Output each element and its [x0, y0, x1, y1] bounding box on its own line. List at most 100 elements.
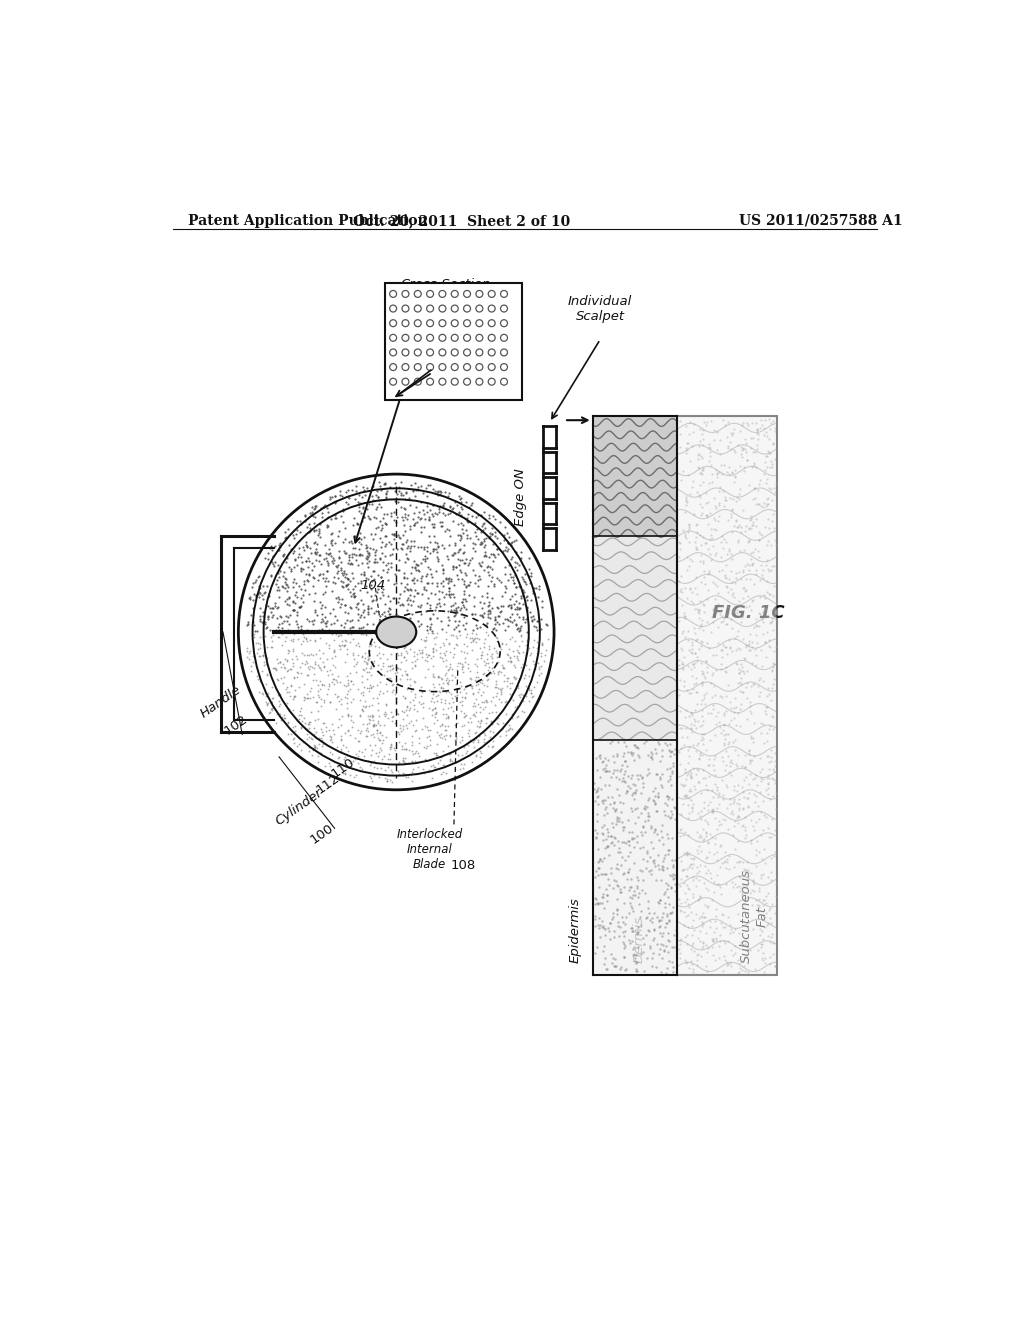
Point: [309, 541, 326, 562]
Point: [758, 599, 774, 620]
Point: [765, 718, 781, 739]
Point: [286, 528, 302, 549]
Point: [391, 583, 408, 605]
Point: [476, 632, 493, 653]
Point: [406, 623, 422, 644]
Point: [245, 611, 261, 632]
Point: [716, 496, 732, 517]
Point: [745, 871, 762, 892]
Point: [419, 573, 435, 594]
Point: [765, 619, 781, 640]
Point: [494, 661, 510, 682]
Point: [679, 491, 695, 512]
Point: [376, 704, 392, 725]
Point: [322, 488, 338, 510]
Point: [632, 859, 648, 880]
Point: [408, 479, 424, 500]
Point: [278, 708, 294, 729]
Point: [690, 771, 707, 792]
Point: [454, 676, 470, 697]
Point: [306, 630, 323, 651]
Point: [364, 477, 380, 498]
Point: [496, 595, 512, 616]
Point: [685, 593, 701, 614]
Point: [402, 515, 419, 536]
Point: [484, 660, 501, 681]
Point: [425, 516, 441, 537]
Point: [760, 494, 776, 515]
Point: [734, 562, 751, 583]
Point: [509, 619, 525, 640]
Point: [393, 644, 410, 665]
Point: [728, 599, 744, 620]
Point: [684, 643, 700, 664]
Point: [259, 606, 275, 627]
Point: [449, 628, 465, 649]
Point: [263, 606, 280, 627]
Point: [610, 876, 627, 898]
Point: [397, 738, 414, 759]
Point: [319, 660, 336, 681]
Point: [635, 772, 651, 793]
Point: [312, 647, 329, 668]
Point: [349, 644, 366, 665]
Point: [506, 645, 522, 667]
Point: [333, 689, 349, 710]
Point: [675, 825, 691, 846]
Point: [742, 702, 759, 723]
Point: [311, 678, 328, 700]
Point: [442, 586, 459, 607]
Point: [446, 535, 463, 556]
Point: [330, 568, 346, 589]
Point: [764, 490, 780, 511]
Point: [539, 614, 555, 635]
Point: [414, 614, 430, 635]
Point: [404, 734, 421, 755]
Point: [640, 758, 656, 779]
Point: [481, 504, 498, 525]
Point: [540, 628, 556, 649]
Point: [313, 620, 330, 642]
Point: [718, 723, 734, 744]
Point: [281, 682, 297, 704]
Point: [352, 545, 369, 566]
Point: [302, 517, 318, 539]
Point: [383, 669, 399, 690]
Point: [595, 887, 611, 908]
Point: [723, 956, 739, 977]
Point: [434, 558, 451, 579]
Point: [473, 521, 489, 543]
Point: [433, 516, 450, 537]
Point: [389, 606, 406, 627]
Point: [441, 578, 458, 599]
Point: [680, 763, 696, 784]
Point: [451, 620, 467, 642]
Point: [370, 601, 386, 622]
Point: [483, 517, 500, 539]
Point: [756, 417, 772, 438]
Point: [495, 540, 511, 561]
Point: [355, 507, 372, 528]
Point: [523, 610, 540, 631]
Point: [587, 867, 603, 888]
Point: [758, 554, 774, 576]
Point: [474, 585, 490, 606]
Point: [629, 764, 645, 785]
Point: [323, 508, 339, 529]
Point: [312, 544, 329, 565]
Point: [458, 491, 474, 512]
Point: [671, 649, 687, 671]
Point: [711, 492, 727, 513]
Point: [744, 727, 761, 748]
Point: [689, 693, 706, 714]
Point: [383, 643, 399, 664]
Point: [761, 583, 777, 605]
Point: [723, 919, 739, 940]
Point: [493, 512, 509, 533]
Point: [452, 539, 468, 560]
Point: [471, 565, 487, 586]
Point: [291, 734, 307, 755]
Point: [360, 721, 377, 742]
Point: [642, 936, 658, 957]
Point: [492, 636, 508, 657]
